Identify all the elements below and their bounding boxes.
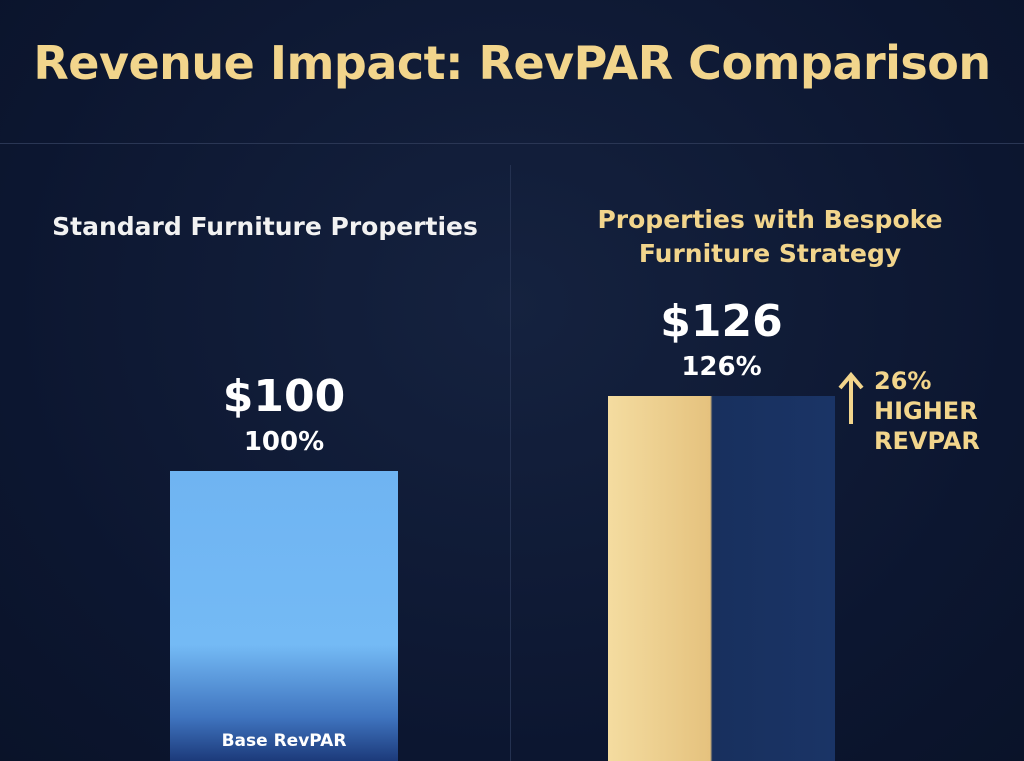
callout-line: REVPAR [874, 426, 980, 455]
value-label: $100 [222, 371, 346, 422]
value-label: $126 [660, 295, 783, 347]
bar [608, 395, 835, 761]
panel-heading: Properties with Bespoke Furniture Strate… [597, 205, 943, 268]
divider [0, 143, 1024, 144]
arrow-icon [838, 371, 864, 424]
panel-heading: Standard Furniture Properties [52, 212, 478, 241]
percent-label: 100% [243, 427, 325, 457]
callout-line: HIGHER [874, 396, 978, 425]
divider [510, 165, 511, 761]
callout-line: 26% [874, 366, 932, 395]
callout: 26% HIGHER REVPAR [836, 366, 980, 456]
bar-label: Base RevPAR [221, 731, 347, 751]
title: Revenue Impact: RevPAR Comparison [33, 36, 991, 90]
percent-label: 126% [681, 351, 762, 382]
bar [170, 471, 398, 761]
